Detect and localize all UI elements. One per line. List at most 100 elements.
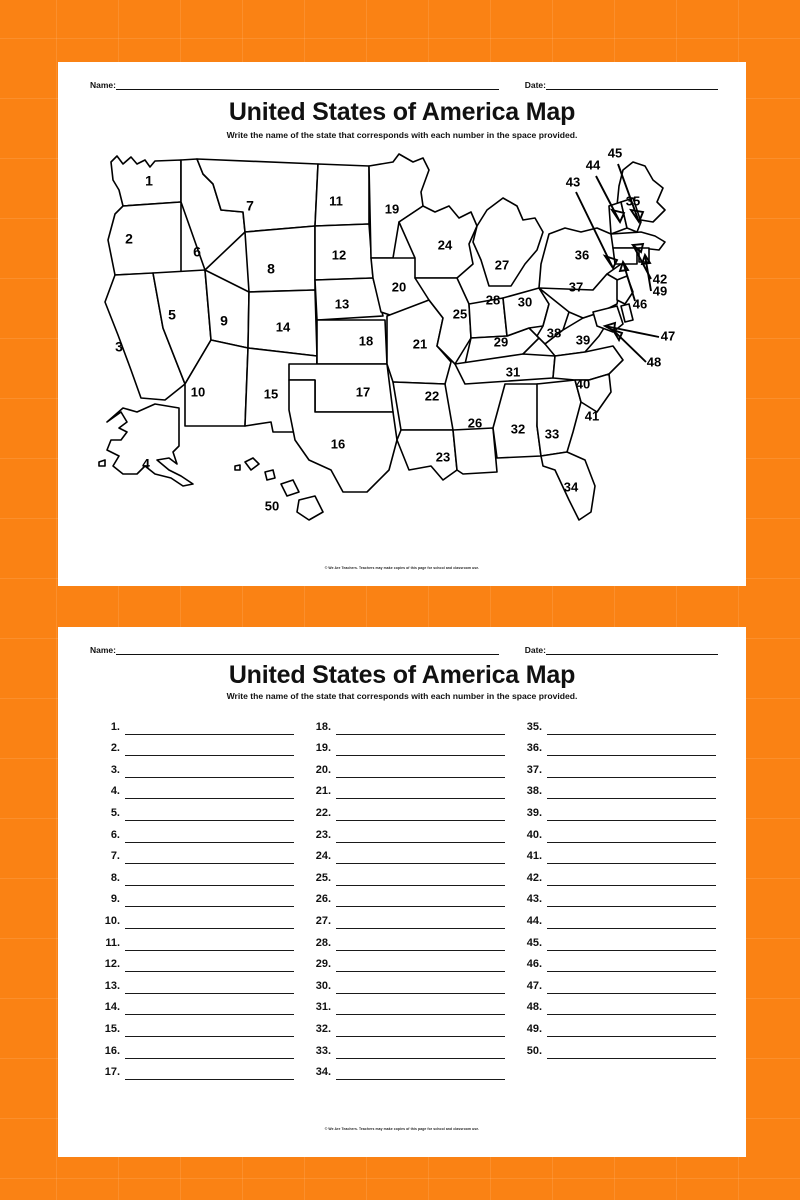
answer-input-line[interactable] [336,980,505,994]
answer-input-line[interactable] [547,958,716,973]
name-input-line[interactable] [115,78,499,90]
answer-row: 35. [516,713,716,735]
map-number-20: 20 [392,279,406,294]
answer-input-line[interactable] [125,980,294,994]
answer-input-line[interactable] [336,958,505,973]
answer-row: 26. [305,886,505,908]
answer-row: 44. [516,907,716,929]
answer-row: 34. [305,1059,505,1081]
answer-input-line[interactable] [125,872,294,886]
answer-number: 7. [110,850,120,863]
map-number-46: 46 [633,296,647,311]
map-number-5: 5 [168,307,176,323]
answer-input-line[interactable] [336,893,505,908]
answer-row: 36. [516,735,716,757]
answer-column-1: 1. 2. 3. 4. 5. 6. 7. 8. 9. 10. 11. 12. 13. 14. 15. 16. 1… [94,713,294,1123]
answer-input-line[interactable] [336,829,505,843]
map-number-39: 39 [576,332,590,347]
answer-number: 14. [104,1001,120,1014]
answer-input-line[interactable] [125,915,294,929]
answer-input-line[interactable] [125,1066,294,1081]
answer-number: 34. [315,1066,331,1079]
map-number-22: 22 [425,388,439,403]
answer-input-line[interactable] [547,785,716,800]
answer-input-line[interactable] [125,829,294,843]
answer-number: 39. [526,806,542,819]
answer-input-line[interactable] [125,742,294,757]
answer-input-line[interactable] [125,721,294,735]
answer-input-line[interactable] [547,872,716,886]
answer-number: 17. [104,1066,120,1079]
answer-row: 28. [305,929,505,951]
answer-row: 1. [94,713,294,735]
copyright-credit: © We Are Teachers. Teachers may make cop… [324,1127,480,1131]
answer-input-line[interactable] [547,980,716,994]
answer-row: 33. [305,1037,505,1059]
answer-row: 3. [94,756,294,778]
answer-input-line[interactable] [336,850,505,865]
answer-number: 46. [526,958,542,971]
answer-input-line[interactable] [336,764,505,778]
answer-input-line[interactable] [125,958,294,973]
answer-input-line[interactable] [336,1001,505,1016]
usa-map-svg: 1234567891011121314151617181920212223242… [98,145,675,521]
name-input-line[interactable] [115,643,499,655]
answer-input-line[interactable] [336,1066,505,1081]
answer-row: 42. [516,864,716,886]
answer-input-line[interactable] [336,721,505,735]
answer-input-line[interactable] [547,893,716,908]
answer-input-line[interactable] [547,764,716,778]
answer-number: 29. [315,958,331,971]
answer-input-line[interactable] [125,893,294,908]
answer-row: 17. [94,1059,294,1081]
answer-input-line[interactable] [547,742,716,757]
date-input-line[interactable] [546,78,718,90]
answer-input-line[interactable] [125,937,294,951]
answer-input-line[interactable] [336,1045,505,1059]
map-number-18: 18 [359,333,373,348]
answer-number: 10. [104,914,120,927]
answer-input-line[interactable] [336,807,505,821]
answer-input-line[interactable] [336,937,505,951]
answer-input-line[interactable] [125,1045,294,1059]
answer-input-line[interactable] [547,829,716,843]
answer-input-line[interactable] [336,1023,505,1037]
answer-input-line[interactable] [547,915,716,929]
answer-input-line[interactable] [125,764,294,778]
answer-input-line[interactable] [547,937,716,951]
map-number-36: 36 [575,247,589,262]
answer-input-line[interactable] [125,1001,294,1016]
answer-input-line[interactable] [547,721,716,735]
name-date-row: Name: Date: [90,78,718,90]
answer-number: 9. [110,893,120,906]
answer-row: 11. [94,929,294,951]
answer-number: 11. [105,936,120,949]
map-worksheet-page: Name: Date: United States of America Map… [58,62,746,586]
answer-input-line[interactable] [336,785,505,800]
answer-input-line[interactable] [125,1023,294,1037]
answer-input-line[interactable] [125,850,294,865]
answer-input-line[interactable] [547,1023,716,1037]
answer-input-line[interactable] [547,807,716,821]
date-label: Date: [524,79,546,90]
map-number-45: 45 [608,145,622,160]
answer-input-line[interactable] [336,915,505,929]
answer-input-line[interactable] [336,872,505,886]
answer-row: 4. [94,778,294,800]
answer-row: 30. [305,972,505,994]
answer-input-line[interactable] [547,850,716,865]
map-number-19: 19 [385,201,399,216]
answer-input-line[interactable] [547,1045,716,1059]
answer-row: 7. [94,843,294,865]
answer-input-line[interactable] [125,785,294,800]
answer-input-line[interactable] [125,807,294,821]
map-number-27: 27 [495,257,509,272]
map-leader-lines [575,163,660,363]
answer-input-line[interactable] [336,742,505,757]
answer-number: 43. [526,893,542,906]
answer-number: 33. [315,1044,331,1057]
map-number-44: 44 [586,157,601,172]
date-input-line[interactable] [546,643,718,655]
answer-row: 12. [94,951,294,973]
answer-input-line[interactable] [547,1001,716,1016]
